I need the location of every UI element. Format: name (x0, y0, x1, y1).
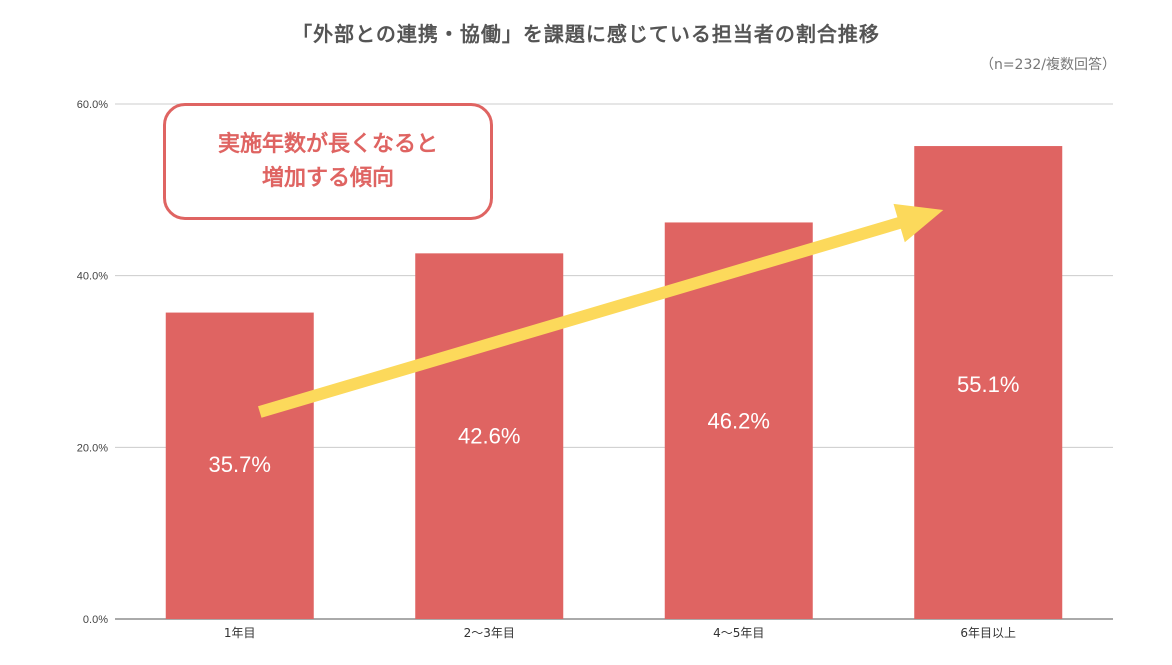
x-tick-label: 2〜3年目 (464, 626, 515, 640)
labels: 0.0% 20.0% 40.0% 60.0% 35.7% 1年目 42.6% 2〜3年目 46.… (77, 99, 1020, 640)
x-tick-label: 6年目以上 (960, 626, 1016, 640)
y-tick-label: 60.0% (77, 99, 108, 111)
bar (914, 146, 1063, 619)
bar (415, 253, 564, 619)
callout-box: 実施年数が長くなると 増加する傾向 (163, 103, 493, 220)
y-tick-label: 20.0% (77, 442, 108, 454)
bar (165, 312, 314, 619)
x-tick-label: 4〜5年目 (713, 626, 764, 640)
y-tick-label: 40.0% (77, 271, 108, 283)
sample-note: （n=232/複数回答） (979, 57, 1116, 73)
bars (165, 146, 1063, 619)
trend-arrow-shape (258, 203, 944, 418)
value-label: 46.2% (708, 409, 770, 434)
x-tick-label: 1年目 (224, 626, 256, 640)
trend-arrow (258, 203, 944, 418)
value-label: 55.1% (957, 372, 1019, 397)
callout-line-1: 実施年数が長くなると (217, 131, 438, 157)
value-label: 35.7% (209, 452, 271, 477)
chart-title: 「外部との連携・協働」を課題に感じている担当者の割合推移 (292, 22, 880, 46)
value-label: 42.6% (458, 423, 520, 448)
y-tick-label: 0.0% (83, 614, 108, 626)
callout-line-2: 増加する傾向 (261, 165, 394, 191)
